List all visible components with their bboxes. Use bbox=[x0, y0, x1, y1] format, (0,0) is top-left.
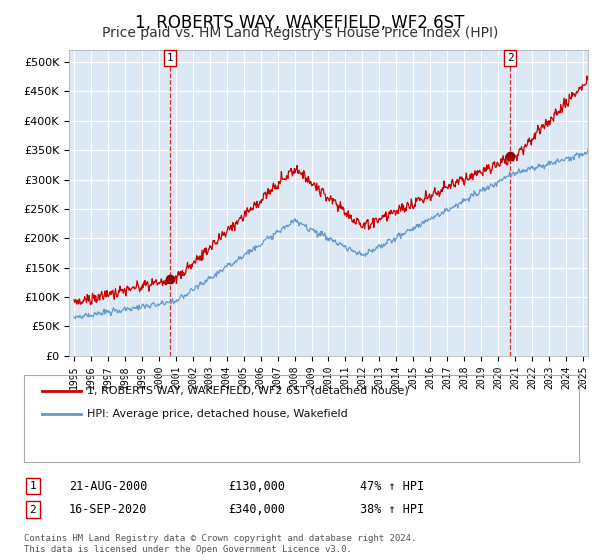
Text: 1: 1 bbox=[166, 53, 173, 63]
Text: This data is licensed under the Open Government Licence v3.0.: This data is licensed under the Open Gov… bbox=[24, 545, 352, 554]
Text: 2: 2 bbox=[29, 505, 37, 515]
Text: 38% ↑ HPI: 38% ↑ HPI bbox=[360, 503, 424, 516]
Text: 2: 2 bbox=[507, 53, 514, 63]
Text: HPI: Average price, detached house, Wakefield: HPI: Average price, detached house, Wake… bbox=[87, 409, 348, 419]
Text: 21-AUG-2000: 21-AUG-2000 bbox=[69, 479, 148, 493]
Text: 16-SEP-2020: 16-SEP-2020 bbox=[69, 503, 148, 516]
Text: Price paid vs. HM Land Registry's House Price Index (HPI): Price paid vs. HM Land Registry's House … bbox=[102, 26, 498, 40]
Text: Contains HM Land Registry data © Crown copyright and database right 2024.: Contains HM Land Registry data © Crown c… bbox=[24, 534, 416, 543]
Text: 47% ↑ HPI: 47% ↑ HPI bbox=[360, 479, 424, 493]
Text: £340,000: £340,000 bbox=[228, 503, 285, 516]
Text: 1, ROBERTS WAY, WAKEFIELD, WF2 6ST: 1, ROBERTS WAY, WAKEFIELD, WF2 6ST bbox=[136, 14, 464, 32]
Text: 1, ROBERTS WAY, WAKEFIELD, WF2 6ST (detached house): 1, ROBERTS WAY, WAKEFIELD, WF2 6ST (deta… bbox=[87, 386, 409, 396]
Text: 1: 1 bbox=[29, 481, 37, 491]
Text: £130,000: £130,000 bbox=[228, 479, 285, 493]
